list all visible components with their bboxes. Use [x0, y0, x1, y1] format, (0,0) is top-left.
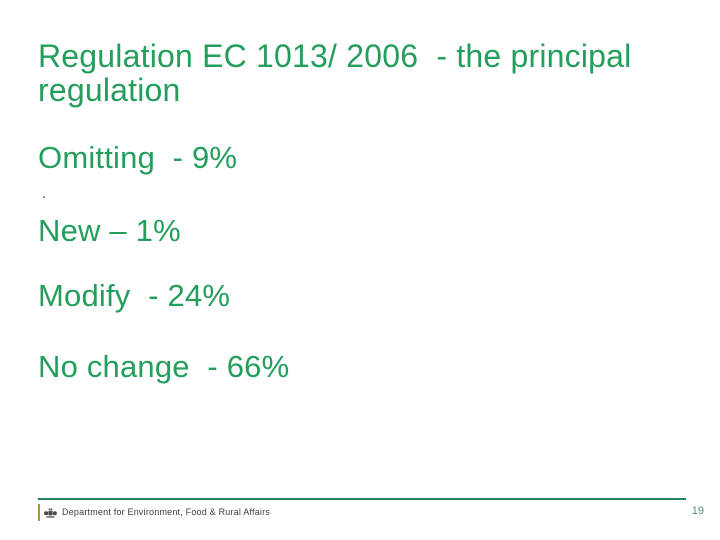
stat-modify: Modify - 24%: [38, 278, 231, 313]
stray-period: .: [42, 185, 47, 202]
stat-no-change: No change - 66%: [38, 349, 290, 384]
slide-title: Regulation EC 1013/ 2006 - the principal…: [38, 38, 632, 108]
page-number: 19: [691, 505, 704, 517]
gold-accent-bar: [38, 503, 40, 521]
footer-divider: [38, 498, 686, 500]
stat-omitting: Omitting - 9%: [38, 140, 238, 175]
department-name: Department for Environment, Food & Rural…: [62, 507, 271, 517]
stat-new: New – 1%: [38, 213, 181, 248]
footer-logo: Department for Environment, Food & Rural…: [38, 503, 270, 521]
royal-crest-icon: [44, 507, 57, 518]
